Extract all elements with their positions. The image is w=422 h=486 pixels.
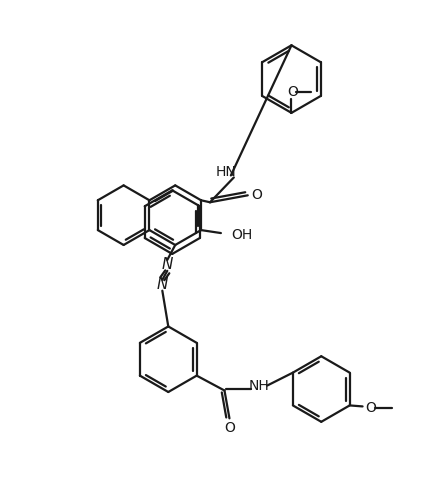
- Text: HN: HN: [216, 165, 236, 179]
- Text: OH: OH: [231, 228, 252, 242]
- Text: O: O: [224, 421, 235, 435]
- Text: N: N: [157, 277, 168, 292]
- Text: N: N: [162, 258, 173, 272]
- Text: O: O: [287, 85, 298, 99]
- Text: NH: NH: [249, 379, 270, 393]
- Text: O: O: [365, 401, 376, 416]
- Text: O: O: [251, 188, 262, 202]
